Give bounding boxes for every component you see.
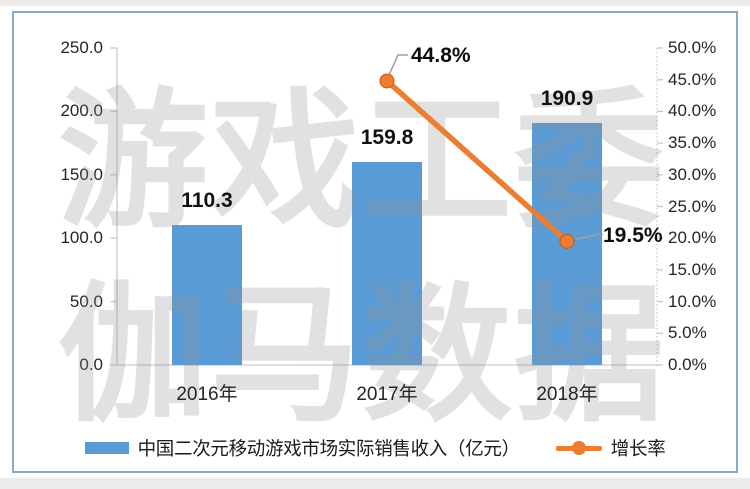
page-background-top-strip <box>0 0 750 6</box>
legend-item-revenue: 中国二次元移动游戏市场实际销售收入（亿元） <box>84 435 521 461</box>
right-axis-tick-label: 25.0% <box>668 196 717 216</box>
bar-2018年 <box>532 122 602 365</box>
right-axis-tick-label: 10.0% <box>668 291 717 311</box>
growth-rate-callout-label: 44.8% <box>411 43 471 67</box>
legend-label-revenue: 中国二次元移动游戏市场实际销售收入（亿元） <box>137 438 521 459</box>
legend-item-growth: 增长率 <box>555 435 666 461</box>
right-axis-tick-label: 45.0% <box>668 69 717 89</box>
right-axis-tick-label: 30.0% <box>668 164 717 184</box>
bar-2017年 <box>352 162 422 365</box>
left-axis-tick-label: 200.0 <box>60 101 103 121</box>
left-axis-tick-label: 50.0 <box>69 291 103 311</box>
right-axis-tick-label: 15.0% <box>668 259 717 279</box>
left-axis-tick-label: 250.0 <box>60 38 103 57</box>
x-axis-category-label: 2016年 <box>176 384 238 405</box>
right-axis-tick-label: 20.0% <box>668 228 717 248</box>
growth-rate-callout-label: 19.5% <box>603 224 663 248</box>
left-axis-tick-label: 150.0 <box>60 164 103 184</box>
bar-data-label: 159.8 <box>360 126 414 150</box>
right-axis-tick-label: 5.0% <box>668 323 707 343</box>
left-axis-tick-label: 0.0 <box>79 355 103 374</box>
line-legend-marker-icon <box>555 441 602 455</box>
x-axis-category-label: 2017年 <box>356 384 418 405</box>
page-background-bottom-strip <box>0 478 750 489</box>
left-axis-tick-label: 100.0 <box>60 228 103 248</box>
x-axis-category-label: 2018年 <box>536 384 598 405</box>
right-axis-tick-label: 40.0% <box>668 101 717 121</box>
right-axis-tick-label: 50.0% <box>668 38 717 57</box>
bar-legend-swatch-icon <box>84 442 129 454</box>
legend: 中国二次元移动游戏市场实际销售收入（亿元） 增长率 <box>0 437 750 459</box>
right-axis-tick-label: 0.0% <box>668 355 707 374</box>
legend-label-growth: 增长率 <box>610 438 666 459</box>
bar-data-label: 190.9 <box>540 86 594 110</box>
bar-2016年 <box>172 225 242 365</box>
right-axis-tick-label: 35.0% <box>668 133 717 153</box>
bar-data-label: 110.3 <box>181 189 233 213</box>
